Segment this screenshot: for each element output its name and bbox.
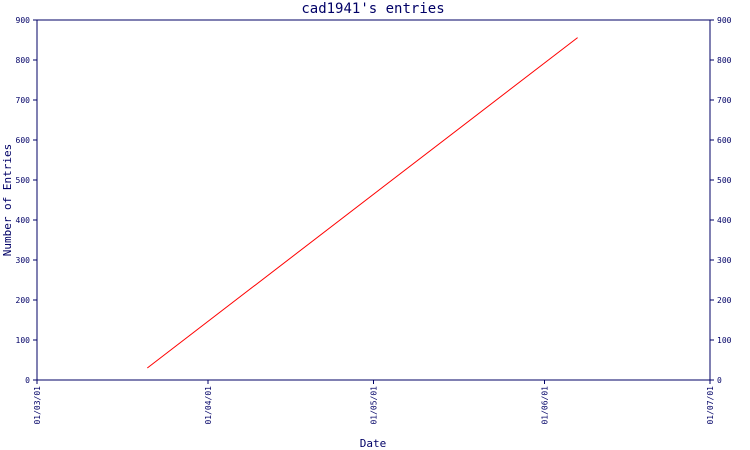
y-axis-left: 0 100 200 300 400 500 600 700 800 900 [16,16,37,385]
y-tick-label-right: 200 [717,296,732,305]
x-tick-label: 01/05/01 [370,386,379,425]
y-tick-label-right: 100 [717,336,732,345]
y-tick-label-left: 700 [16,96,31,105]
y-axis-right: 0 100 200 300 400 500 600 700 800 900 [710,16,732,385]
series-layer [146,37,578,369]
x-tick-label: 01/03/01 [33,386,42,425]
y-tick-label-left: 0 [25,376,30,385]
y-tick-label-left: 500 [16,176,31,185]
y-tick-label-left: 900 [16,16,31,25]
y-tick-label-left: 400 [16,216,31,225]
y-tick-label-left: 100 [16,336,31,345]
y-tick-label-left: 600 [16,136,31,145]
y-axis-title: Number of Entries [1,144,14,257]
y-tick-label-right: 700 [717,96,732,105]
x-tick-label: 01/07/01 [706,386,715,425]
y-tick-label-right: 500 [717,176,732,185]
x-tick-label: 01/04/01 [204,386,213,425]
y-tick-label-right: 300 [717,256,732,265]
series-line-0 [146,37,578,369]
y-tick-label-right: 0 [717,376,722,385]
y-tick-label-left: 300 [16,256,31,265]
y-tick-label-right: 800 [717,56,732,65]
y-tick-label-right: 400 [717,216,732,225]
y-tick-label-right: 600 [717,136,732,145]
chart-title: cad1941's entries [301,1,444,17]
x-tick-label: 01/06/01 [541,386,550,425]
y-tick-label-left: 200 [16,296,31,305]
y-tick-label-left: 800 [16,56,31,65]
plot-area [36,19,711,381]
x-axis-title: Date [360,437,387,450]
y-tick-label-right: 900 [717,16,732,25]
x-axis: 01/03/01 01/04/01 01/05/01 01/06/01 01/07/01 [33,380,715,425]
